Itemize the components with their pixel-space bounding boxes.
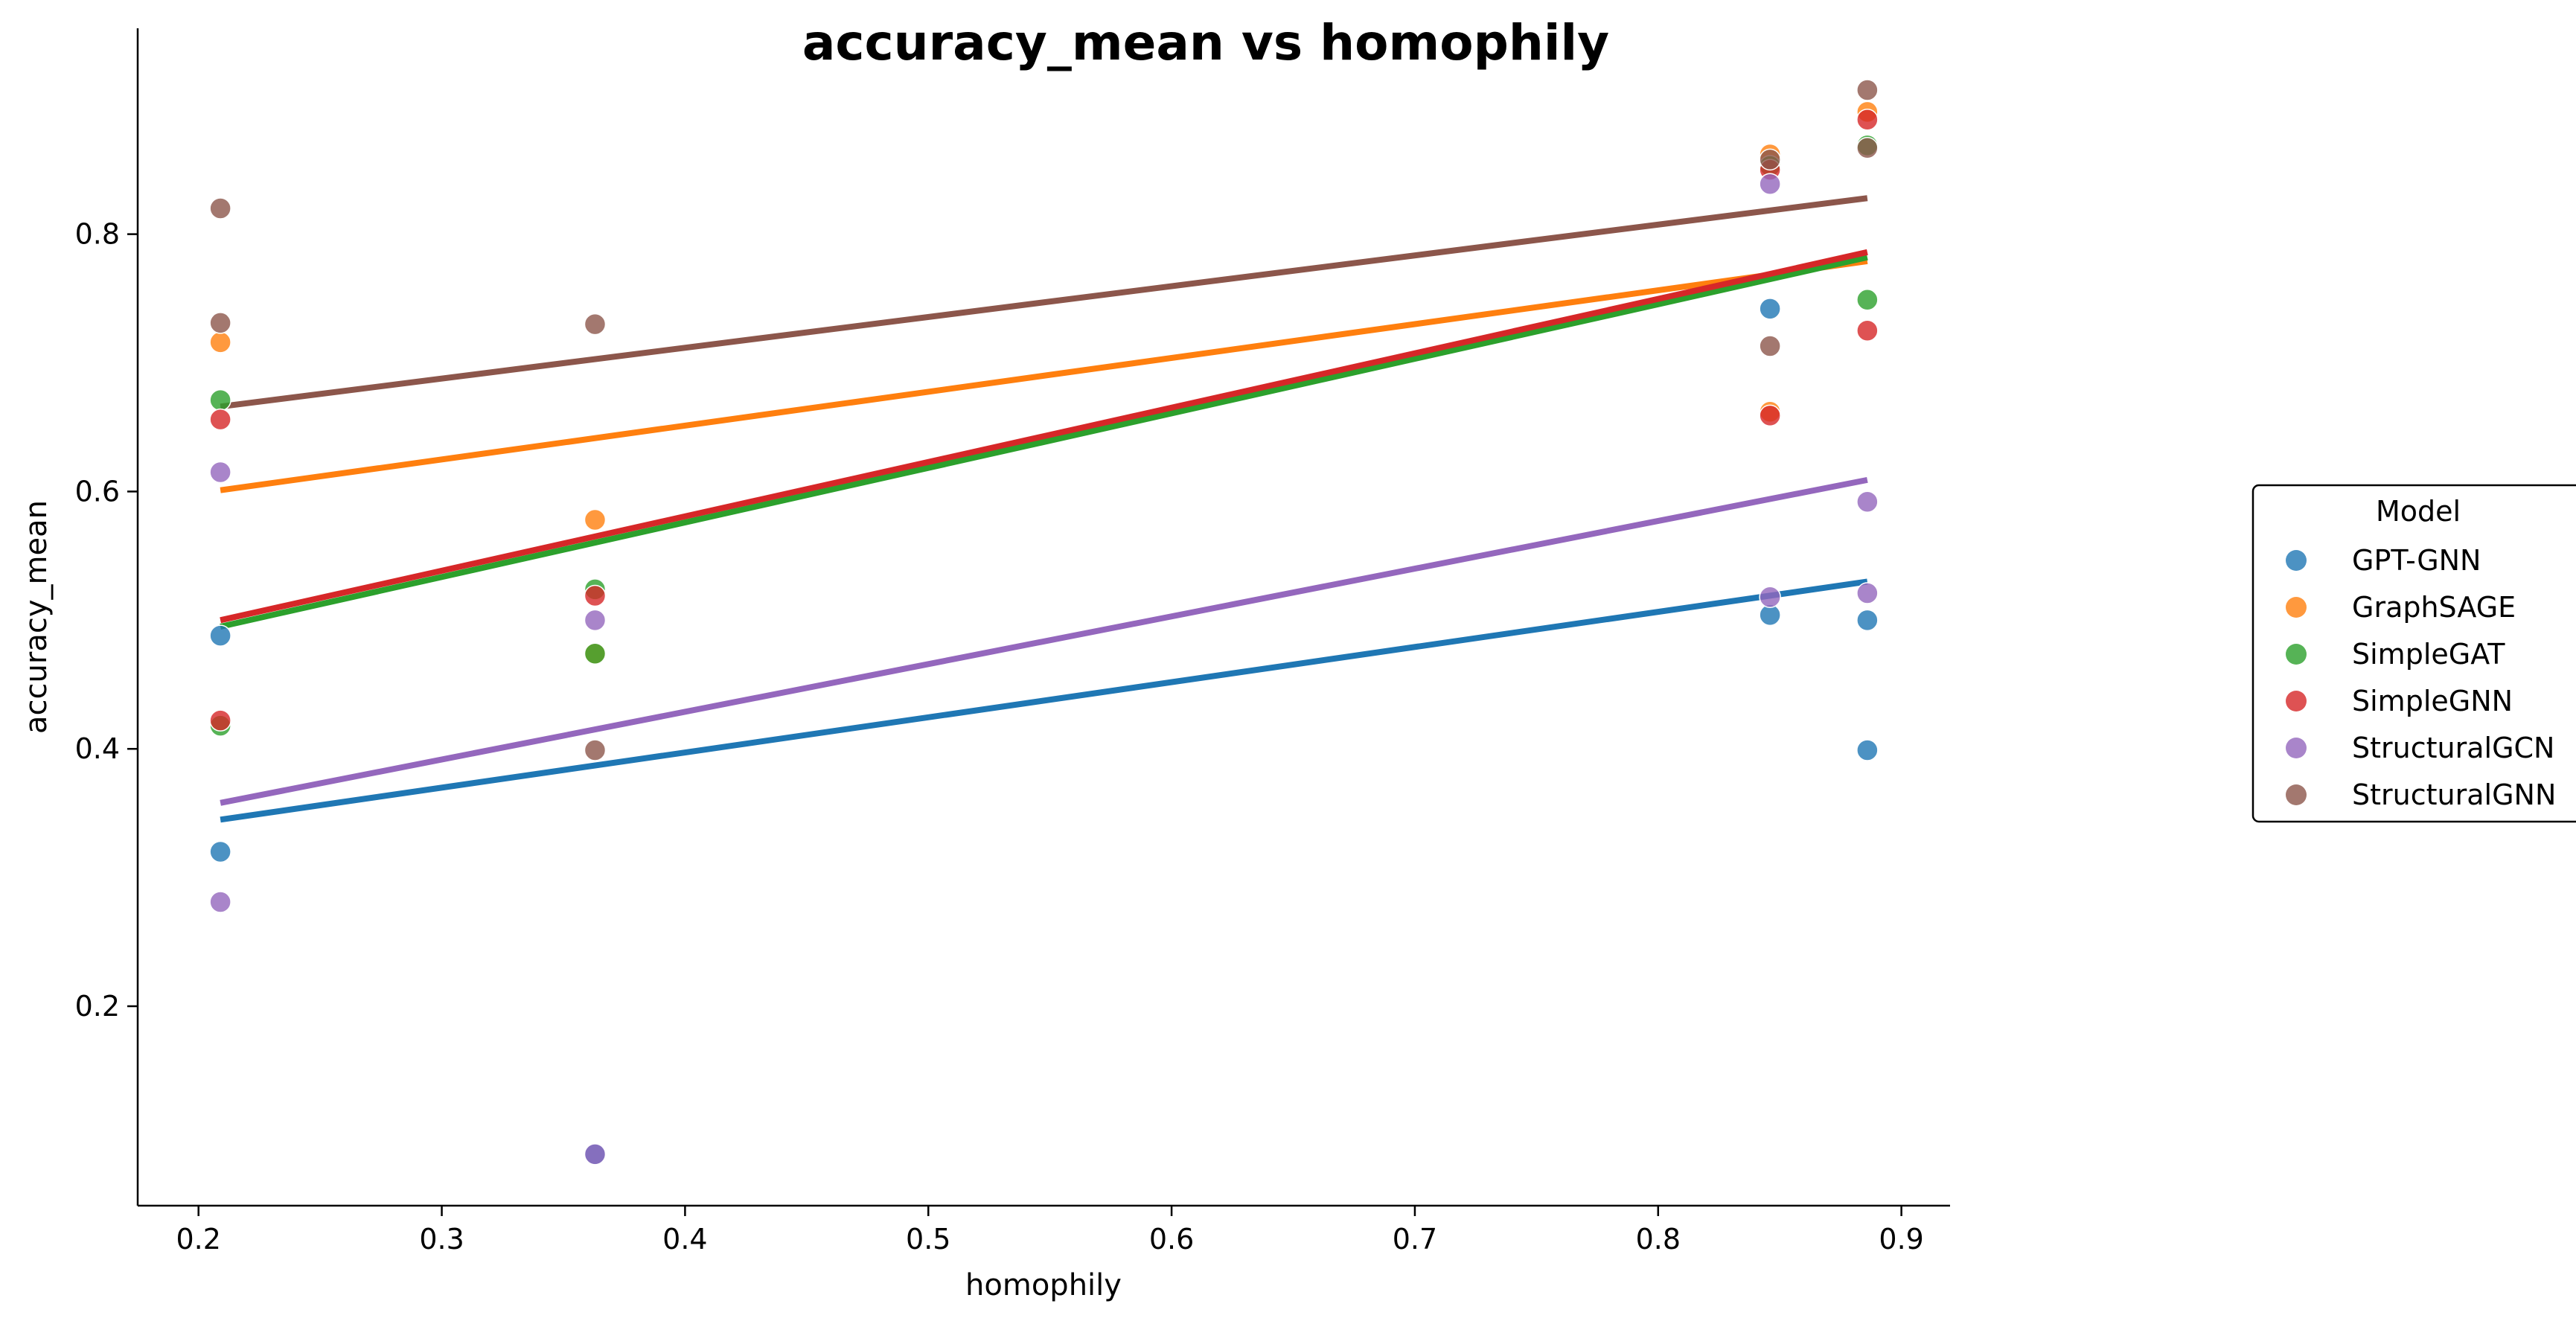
axes bbox=[136, 28, 1950, 1207]
legend-label: StructuralGCN bbox=[2352, 732, 2554, 764]
legend: Model GPT-GNN GraphSAGE SimpleGAT SimpleGNN… bbox=[2251, 484, 2576, 823]
data-point bbox=[1759, 148, 1781, 171]
data-point bbox=[1856, 490, 1879, 514]
legend-label: StructuralGNN bbox=[2352, 778, 2556, 811]
data-point bbox=[1856, 739, 1879, 761]
y-tick-label: 0.2 bbox=[75, 990, 120, 1023]
data-point bbox=[1759, 298, 1781, 320]
legend-label: GraphSAGE bbox=[2352, 591, 2516, 624]
y-axis-label: accuracy_mean bbox=[19, 500, 54, 734]
data-point bbox=[1856, 319, 1879, 342]
x-tick-label: 0.8 bbox=[1636, 1223, 1681, 1256]
data-point bbox=[1856, 79, 1879, 101]
legend-marker bbox=[2286, 597, 2307, 618]
legend-label: SimpleGAT bbox=[2352, 638, 2505, 671]
data-point bbox=[1856, 109, 1879, 131]
x-tick-label: 0.4 bbox=[662, 1223, 707, 1256]
trend-line bbox=[220, 578, 1868, 823]
x-tick-label: 0.5 bbox=[906, 1223, 950, 1256]
data-point bbox=[1759, 404, 1781, 427]
data-point bbox=[209, 461, 231, 484]
data-point bbox=[584, 508, 607, 531]
data-point bbox=[1759, 173, 1781, 195]
legend-marker bbox=[2286, 644, 2307, 665]
data-point bbox=[1759, 335, 1781, 357]
data-point bbox=[209, 624, 231, 647]
x-tick-label: 0.9 bbox=[1879, 1223, 1923, 1256]
trend-line bbox=[220, 258, 1868, 493]
trend-line bbox=[220, 195, 1868, 410]
trend-line bbox=[220, 249, 1868, 624]
data-point bbox=[1856, 137, 1879, 159]
data-point bbox=[584, 609, 607, 632]
data-point bbox=[1856, 609, 1879, 632]
data-point bbox=[1856, 582, 1879, 604]
data-point bbox=[584, 313, 607, 336]
data-point bbox=[209, 197, 231, 220]
legend-label: GPT-GNN bbox=[2352, 544, 2481, 577]
legend-label: SimpleGNN bbox=[2352, 685, 2513, 717]
y-tick-label: 0.6 bbox=[75, 475, 120, 508]
trend-line bbox=[220, 254, 1868, 630]
data-point bbox=[584, 1143, 607, 1165]
legend-items: GPT-GNN GraphSAGE SimpleGAT SimpleGNN Struct… bbox=[2286, 544, 2556, 811]
x-axis-label: homophily bbox=[965, 1268, 1122, 1302]
x-tick-label: 0.6 bbox=[1149, 1223, 1194, 1256]
legend-marker bbox=[2286, 550, 2307, 571]
data-point bbox=[209, 891, 231, 913]
x-ticks: 0.2 0.3 0.4 0.5 0.6 0.7 0.8 0.9 bbox=[176, 1206, 1924, 1256]
chart-title: accuracy_mean vs homophily bbox=[802, 14, 1609, 71]
data-point bbox=[1856, 289, 1879, 311]
legend-frame bbox=[2251, 484, 2576, 823]
x-tick-label: 0.3 bbox=[419, 1223, 464, 1256]
legend-marker bbox=[2286, 784, 2307, 805]
data-point bbox=[209, 408, 231, 431]
data-point bbox=[209, 312, 231, 334]
legend-title: Model bbox=[2376, 495, 2461, 528]
x-tick-label: 0.7 bbox=[1393, 1223, 1437, 1256]
y-tick-label: 0.4 bbox=[75, 732, 120, 765]
data-point bbox=[584, 584, 607, 607]
data-point bbox=[209, 840, 231, 863]
data-points bbox=[209, 79, 1879, 1165]
data-point bbox=[209, 709, 231, 732]
data-point bbox=[1759, 586, 1781, 608]
data-point bbox=[209, 388, 231, 412]
trend-lines bbox=[220, 195, 1868, 823]
data-point bbox=[584, 739, 607, 761]
trend-line bbox=[220, 476, 1868, 806]
y-ticks: 0.2 0.4 0.6 0.8 bbox=[75, 218, 138, 1023]
data-point bbox=[209, 331, 231, 354]
legend-marker bbox=[2286, 738, 2307, 758]
legend-marker bbox=[2286, 691, 2307, 711]
y-tick-label: 0.8 bbox=[75, 218, 120, 251]
data-point bbox=[584, 642, 607, 665]
x-tick-label: 0.2 bbox=[176, 1223, 220, 1256]
